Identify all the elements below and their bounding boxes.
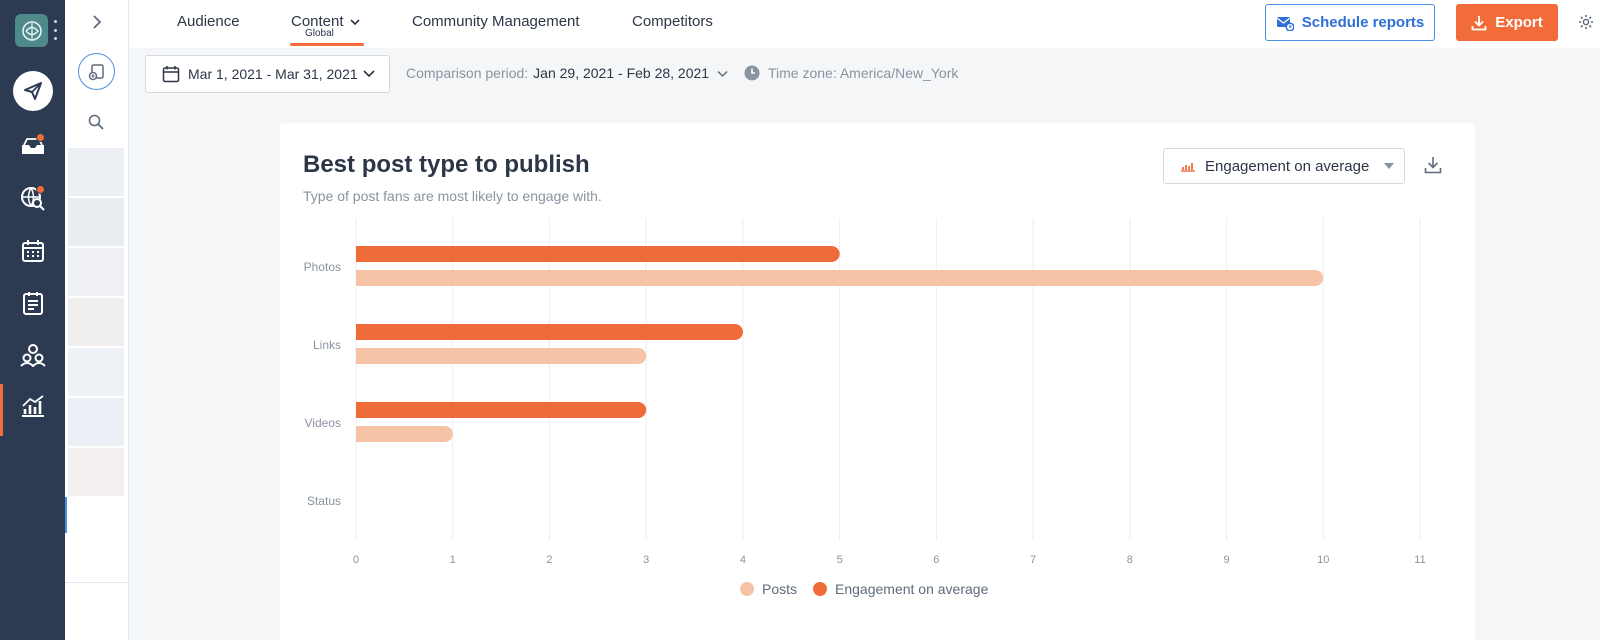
tab-content-sublabel: Global: [305, 28, 334, 39]
x-tick-label: 8: [1127, 554, 1133, 566]
add-report-button[interactable]: [78, 53, 115, 90]
x-tick-label: 4: [740, 554, 746, 566]
date-range-value: Mar 1, 2021 - Mar 31, 2021: [188, 66, 358, 82]
bar-posts: [356, 348, 647, 364]
nav-listen[interactable]: [0, 177, 65, 221]
search-icon[interactable]: [86, 112, 106, 132]
x-tick-label: 7: [1030, 554, 1036, 566]
bar-engagement-on-average: [356, 246, 840, 262]
nav-analytics[interactable]: [0, 384, 65, 436]
export-label: Export: [1495, 14, 1543, 31]
legend-label-posts: Posts: [762, 581, 798, 597]
x-tick-label: 10: [1317, 554, 1329, 566]
metric-select[interactable]: Engagement on average: [1163, 148, 1405, 184]
metric-select-value: Engagement on average: [1205, 157, 1370, 175]
best-post-type-card: Best post type to publish Type of post f…: [280, 123, 1475, 640]
chevron-down-icon: [350, 19, 360, 26]
comparison-label: Comparison period:: [406, 65, 529, 81]
nav-people[interactable]: [0, 333, 65, 377]
timezone-label: Time zone: America/New_York: [768, 65, 959, 81]
tab-competitors[interactable]: Competitors: [632, 13, 713, 30]
caret-down-icon: [1384, 163, 1394, 169]
nav-calendar[interactable]: [0, 229, 65, 273]
more-options-icon[interactable]: [54, 20, 58, 40]
chevron-down-icon: [363, 70, 375, 78]
timezone-display: Time zone: America/New_York: [744, 65, 958, 81]
schedule-reports-label: Schedule reports: [1301, 14, 1425, 31]
schedule-reports-button[interactable]: Schedule reports: [1265, 4, 1435, 41]
brain-logo-icon[interactable]: [15, 14, 48, 47]
selected-profile-indicator: [65, 497, 67, 533]
mini-bar-chart-icon: [1181, 163, 1195, 172]
legend-dot-posts: [740, 582, 754, 596]
people-icon: [19, 344, 46, 367]
download-icon: [1471, 15, 1487, 30]
comparison-period-picker[interactable]: Comparison period: Jan 29, 2021 - Feb 28…: [406, 65, 728, 81]
x-tick-label: 2: [546, 554, 552, 566]
active-tab-indicator: [290, 43, 364, 46]
date-range-picker[interactable]: Mar 1, 2021 - Mar 31, 2021: [145, 55, 390, 93]
tab-content[interactable]: Content: [291, 13, 360, 30]
calendar-icon: [21, 240, 44, 262]
calendar-icon: [162, 66, 180, 83]
export-button[interactable]: Export: [1456, 4, 1558, 41]
bar-engagement-on-average: [356, 324, 743, 340]
legend-dot-engagement: [813, 582, 828, 596]
y-category-label: Photos: [304, 260, 341, 274]
x-tick-label: 5: [837, 554, 843, 566]
gear-icon[interactable]: [1576, 12, 1596, 32]
download-icon: [1424, 157, 1442, 174]
chevron-down-icon: [717, 70, 728, 77]
blurred-profile-list: [68, 148, 124, 568]
nav-inbox[interactable]: [0, 124, 65, 168]
x-tick-label: 1: [450, 554, 456, 566]
tab-community-management[interactable]: Community Management: [412, 13, 580, 30]
bar-left-cap: [356, 246, 364, 262]
bar-chart-icon: [21, 395, 44, 417]
bar-posts: [356, 426, 453, 442]
inbox-icon: [21, 138, 44, 154]
nav-tasks[interactable]: [0, 281, 65, 325]
x-tick-label: 0: [353, 554, 359, 566]
paper-plane-icon: [12, 71, 53, 111]
chart-legend: Posts Engagement on average: [740, 581, 988, 597]
bar-left-cap: [356, 348, 364, 364]
x-tick-label: 9: [1223, 554, 1229, 566]
legend-item-engagement[interactable]: Engagement on average: [813, 581, 988, 597]
bar-left-cap: [356, 402, 364, 418]
legend-label-engagement: Engagement on average: [835, 581, 989, 597]
post-type-bar-chart: 0 1 2 3 4 5 6 7 8 9 10 11 Photos Links Videos Status: [304, 218, 1426, 566]
legend-item-posts[interactable]: Posts: [740, 581, 797, 597]
y-category-label: Status: [307, 494, 341, 508]
nav-publish[interactable]: [0, 69, 65, 113]
card-subtitle: Type of post fans are most likely to eng…: [303, 188, 602, 204]
y-category-label: Links: [313, 338, 341, 352]
comparison-value: Jan 29, 2021 - Feb 28, 2021: [533, 65, 710, 81]
tab-content-label: Content: [291, 13, 344, 30]
main-nav-rail: [0, 0, 65, 640]
bar-posts: [356, 270, 1324, 286]
secondary-sidebar: [65, 0, 129, 640]
bar-left-cap: [356, 324, 364, 340]
y-category-label: Videos: [305, 416, 341, 430]
report-add-icon: [88, 63, 104, 80]
bar-left-cap: [356, 426, 364, 442]
clipboard-icon: [22, 292, 43, 315]
globe-search-icon: [20, 187, 45, 211]
bar-engagement-on-average: [356, 402, 647, 418]
mail-clock-icon: [1276, 16, 1294, 31]
chevron-right-icon[interactable]: [87, 12, 107, 32]
clock-icon: [744, 65, 760, 81]
bar-left-cap: [356, 270, 364, 286]
download-chart-button[interactable]: [1422, 154, 1444, 176]
card-title: Best post type to publish: [303, 151, 590, 178]
sidebar-divider: [65, 582, 129, 583]
x-tick-label: 11: [1414, 554, 1425, 566]
x-tick-label: 6: [933, 554, 939, 566]
x-tick-label: 3: [643, 554, 649, 566]
tab-audience[interactable]: Audience: [177, 13, 240, 30]
